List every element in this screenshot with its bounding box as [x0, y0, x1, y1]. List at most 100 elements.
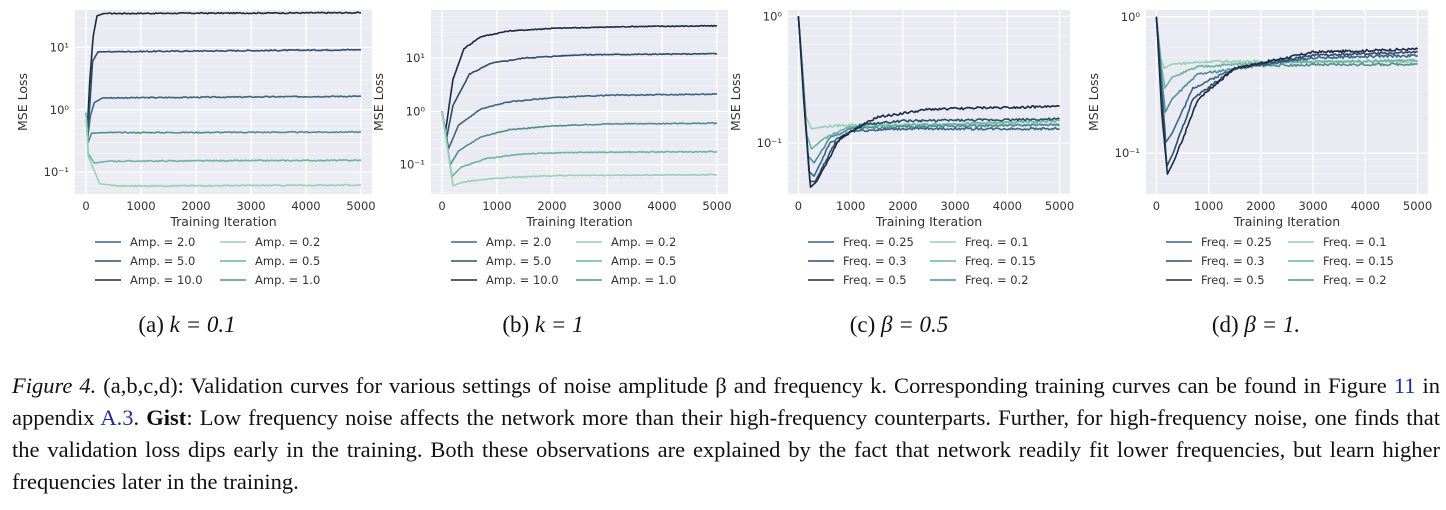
legend-label: Freq. = 0.5 — [843, 273, 907, 287]
legend-label: Freq. = 0.25 — [1201, 235, 1272, 249]
series-line — [441, 93, 718, 150]
legend-label: Amp. = 2.0 — [130, 235, 195, 249]
series-line — [85, 95, 361, 139]
series-line — [441, 111, 718, 178]
x-tick-label: 1000 — [126, 199, 155, 213]
series-line — [441, 111, 717, 166]
panel-b-caption: (b) k = 1 — [502, 312, 584, 337]
x-tick-label: 0 — [795, 199, 802, 213]
x-axis-label: Training Iteration — [875, 214, 982, 229]
legend-label: Amp. = 10.0 — [130, 273, 203, 287]
legend-label: Amp. = 0.2 — [255, 235, 320, 249]
legend-label: Freq. = 0.15 — [1323, 254, 1394, 268]
legend-label: Amp. = 2.0 — [486, 235, 551, 249]
plot-background — [75, 10, 372, 194]
y-axis-label: MSE Loss — [371, 73, 386, 131]
x-tick-label: 2000 — [888, 199, 917, 213]
legend-label: Freq. = 0.3 — [1201, 254, 1265, 268]
series-line — [85, 48, 362, 136]
x-tick-label: 5000 — [1045, 199, 1074, 213]
caption-gist-label: Gist — [146, 405, 187, 430]
plot-background — [431, 10, 728, 194]
legend-label: Amp. = 1.0 — [255, 273, 320, 287]
y-tick-label: 10⁰ — [763, 9, 783, 23]
series-line — [1155, 16, 1418, 113]
x-tick-label: 2000 — [537, 199, 566, 213]
figure-panels: 10⁻¹ 10⁰ 10¹ 0 1000 2000 3000 4000 5000 Training … — [15, 9, 1432, 287]
caption-text-3: . — [133, 405, 147, 430]
legend-label: Amp. = 0.5 — [611, 254, 676, 268]
series-line — [85, 112, 362, 164]
caption-figure-link[interactable]: 11 — [1393, 373, 1416, 398]
y-tick-label: 10⁰ — [406, 104, 426, 118]
y-tick-label: 10⁰ — [1121, 10, 1141, 24]
chart-panel-1: 10⁻¹ 10⁰ 10¹ 0 1000 2000 3000 4000 5000 Training … — [15, 10, 376, 287]
y-tick-label: 10¹ — [50, 40, 69, 54]
x-tick-label: 3000 — [940, 199, 969, 213]
legend-label: Amp. = 10.0 — [486, 273, 559, 287]
series-line — [441, 111, 718, 187]
chart-panel-4: 10⁻¹ 10⁰ 0 1000 2000 3000 4000 5000 Training Ite… — [1086, 10, 1432, 287]
caption-appendix-link[interactable]: A.3 — [100, 405, 134, 430]
y-tick-label: 10⁻¹ — [400, 158, 425, 172]
series-line — [1155, 16, 1418, 168]
series-line — [797, 16, 1060, 150]
legend-label: Amp. = 0.2 — [611, 235, 676, 249]
x-tick-label: 3000 — [236, 199, 265, 213]
legend-label: Freq. = 0.15 — [965, 254, 1036, 268]
y-tick-label: 10⁻¹ — [44, 165, 69, 179]
legend-label: Freq. = 0.1 — [965, 235, 1029, 249]
series-line — [85, 11, 362, 130]
series-line — [85, 112, 362, 144]
series-line — [797, 16, 1060, 188]
chart-panel-2: 10⁻¹ 10⁰ 10¹ 0 1000 2000 3000 4000 5000 Training … — [371, 10, 732, 287]
series-line — [1155, 16, 1419, 175]
x-tick-label: 4000 — [1351, 199, 1380, 213]
x-tick-label: 5000 — [702, 199, 731, 213]
series-line — [441, 24, 718, 134]
x-tick-label: 4000 — [993, 199, 1022, 213]
panel-d-caption: (d) β = 1. — [1211, 312, 1301, 337]
x-tick-label: 5000 — [1403, 199, 1432, 213]
caption-figure-label: Figure 4. — [12, 373, 97, 398]
x-tick-label: 2000 — [1246, 199, 1275, 213]
x-tick-label: 0 — [82, 199, 89, 213]
plot-background — [1146, 10, 1428, 194]
y-tick-label: 10⁻¹ — [1115, 146, 1140, 160]
x-tick-label: 1000 — [1194, 199, 1223, 213]
x-tick-label: 3000 — [592, 199, 621, 213]
legend-label: Amp. = 0.5 — [255, 254, 320, 268]
legend-label: Amp. = 5.0 — [130, 254, 195, 268]
x-tick-label: 5000 — [346, 199, 375, 213]
x-tick-label: 0 — [438, 199, 445, 213]
legend-label: Amp. = 5.0 — [486, 254, 551, 268]
figure-caption: Figure 4. (a,b,c,d): Validation curves f… — [12, 370, 1440, 498]
x-axis-label: Training Iteration — [525, 214, 632, 229]
chart-panel-3: 10⁻¹ 10⁰ 0 1000 2000 3000 4000 5000 Training Ite… — [728, 9, 1074, 287]
x-axis-label: Training Iteration — [169, 214, 276, 229]
plot-background — [788, 10, 1070, 194]
legend-label: Freq. = 0.2 — [1323, 273, 1387, 287]
legend-label: Freq. = 0.1 — [1323, 235, 1387, 249]
y-axis-label: MSE Loss — [728, 73, 743, 131]
caption-text-1: (a,b,c,d): Validation curves for various… — [96, 373, 1394, 398]
y-tick-label: 10⁻¹ — [757, 136, 782, 150]
caption-text-4: : Low frequency noise affects the networ… — [12, 405, 1441, 494]
x-tick-label: 3000 — [1298, 199, 1327, 213]
x-tick-label: 0 — [1153, 199, 1160, 213]
y-axis-label: MSE Loss — [1086, 73, 1101, 131]
x-tick-label: 1000 — [836, 199, 865, 213]
x-tick-label: 4000 — [291, 199, 320, 213]
series-line — [1155, 16, 1419, 89]
series-line — [1155, 16, 1419, 144]
legend-label: Freq. = 0.25 — [843, 235, 914, 249]
x-tick-label: 4000 — [647, 199, 676, 213]
series-line — [85, 112, 362, 188]
x-tick-label: 1000 — [482, 199, 511, 213]
x-axis-label: Training Iteration — [1233, 214, 1340, 229]
legend-label: Freq. = 0.3 — [843, 254, 907, 268]
y-axis-label: MSE Loss — [15, 73, 30, 131]
legend-label: Freq. = 0.5 — [1201, 273, 1265, 287]
series-line — [441, 52, 717, 140]
y-tick-label: 10⁰ — [50, 103, 70, 117]
